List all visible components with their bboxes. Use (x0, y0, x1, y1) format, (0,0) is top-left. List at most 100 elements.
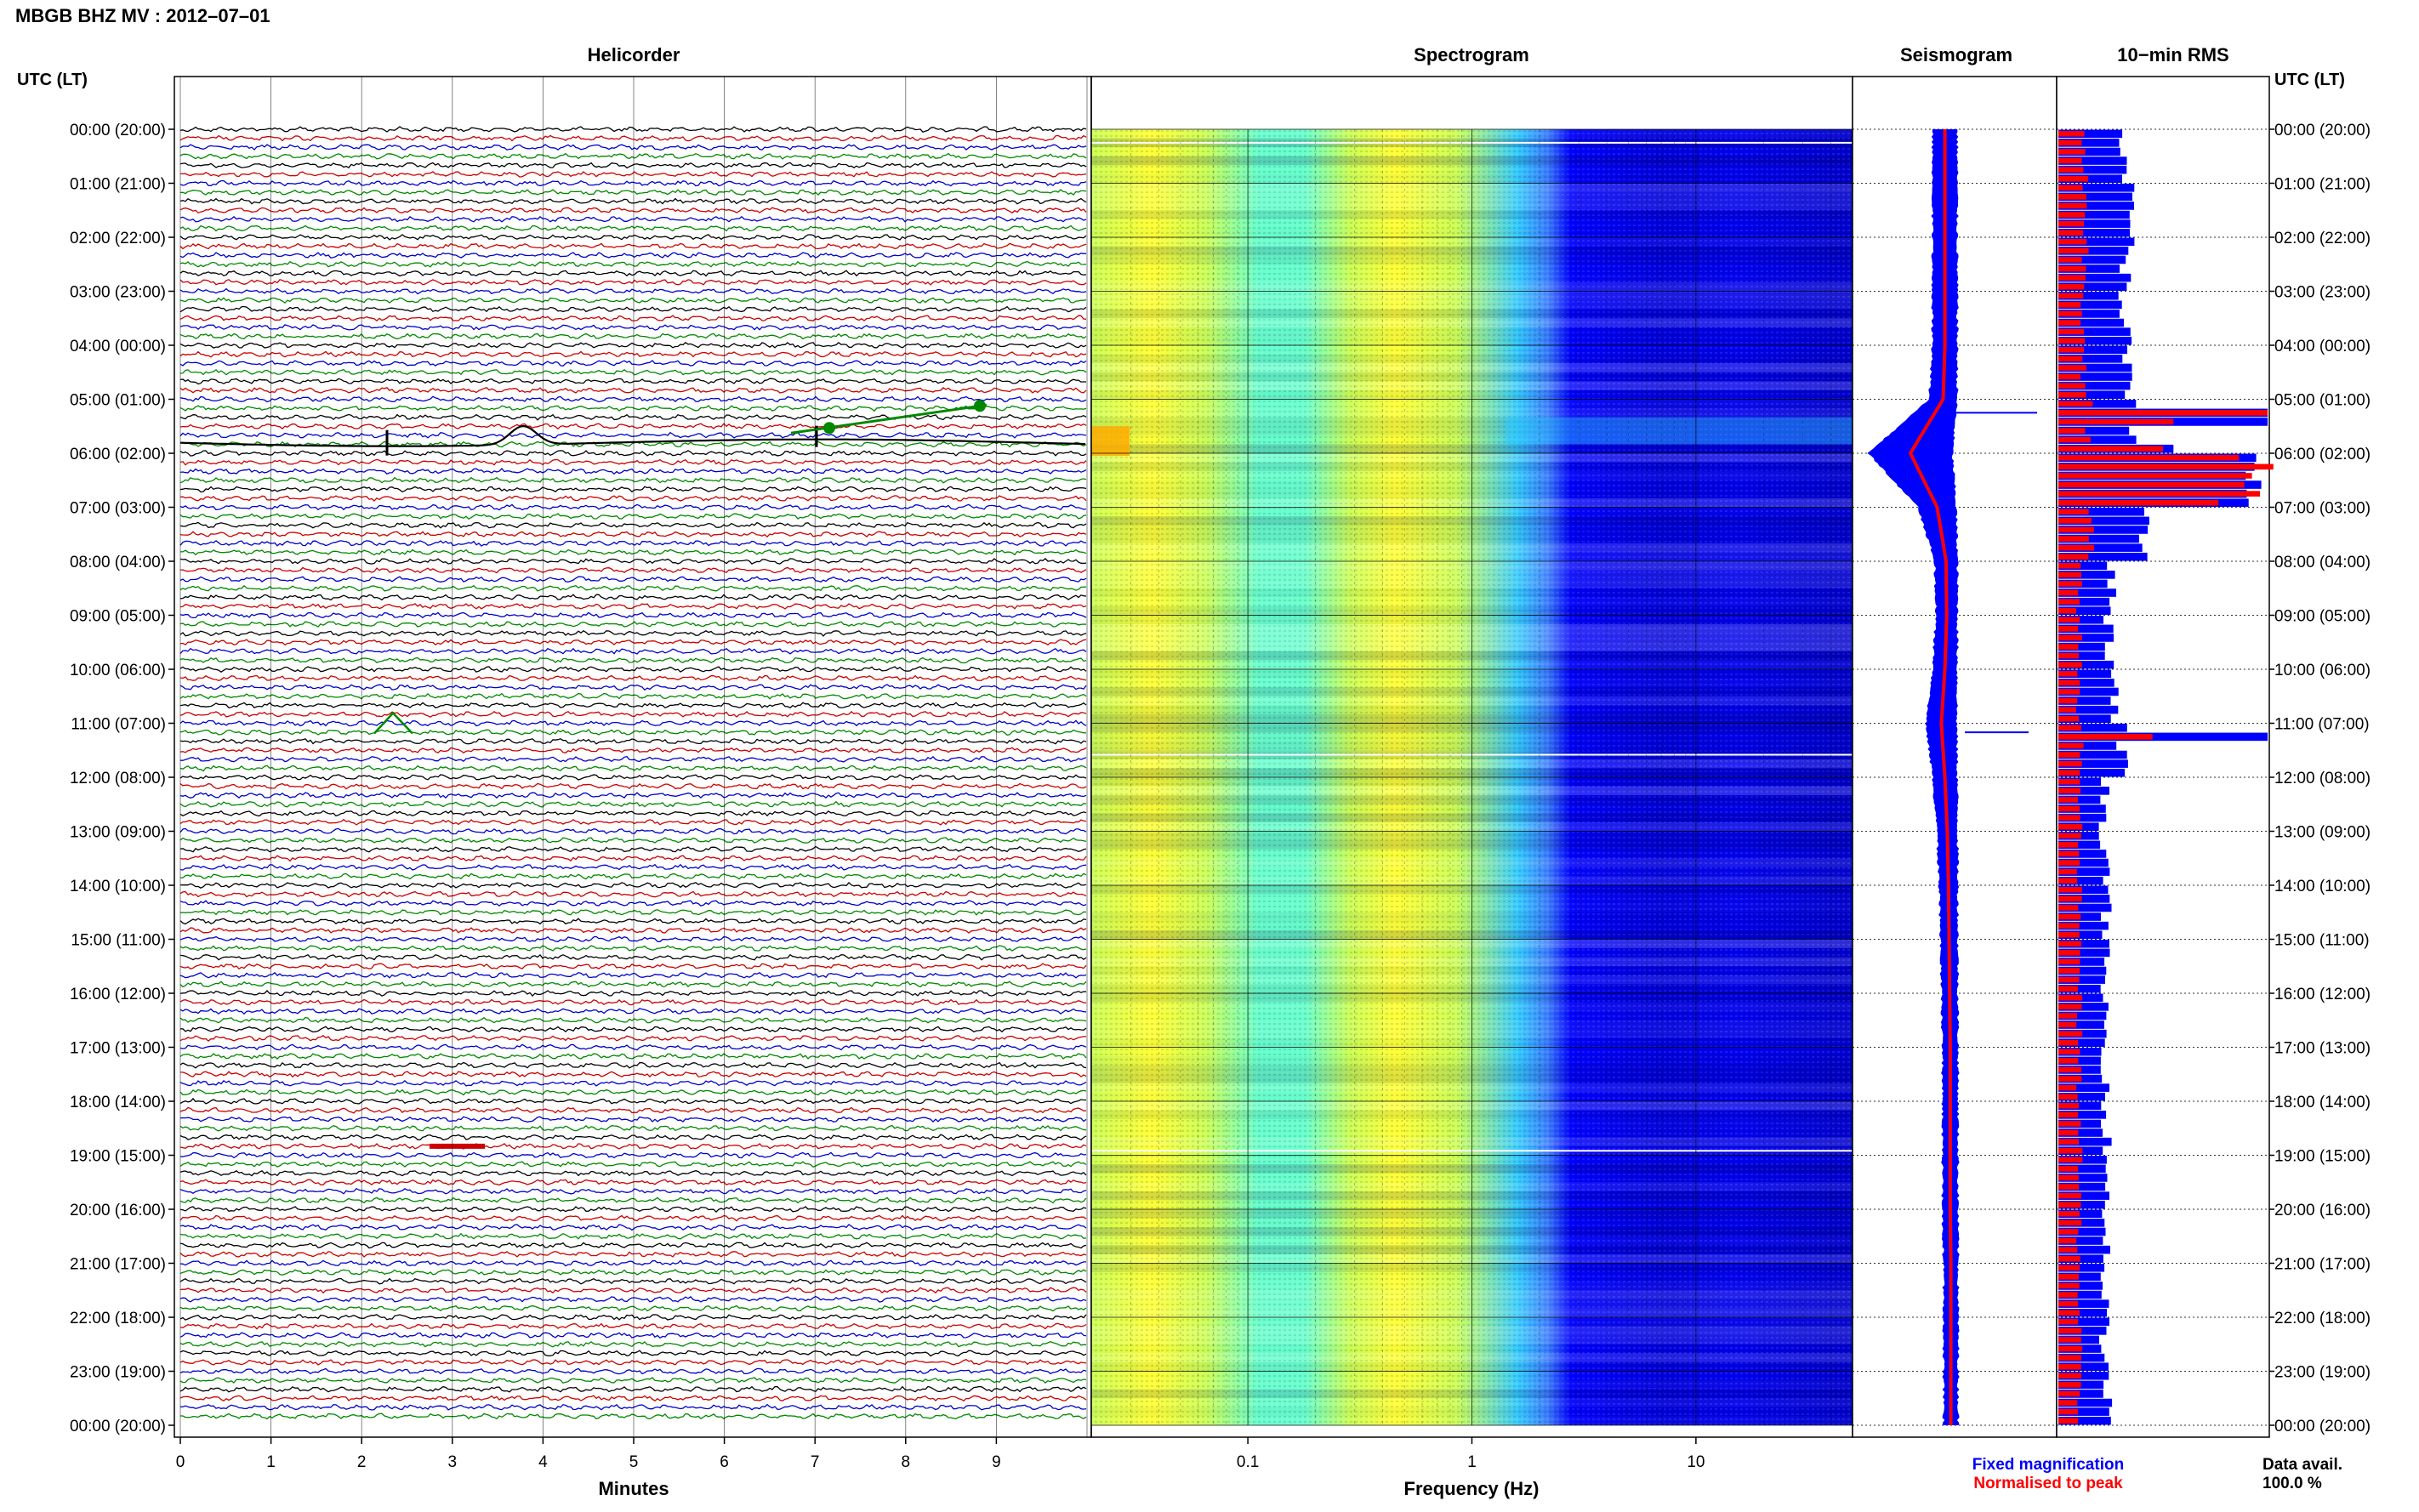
helicorder-x-tick-label: 7 (811, 1453, 820, 1471)
time-tick-label: 09:00 (05:00) (2274, 608, 2371, 626)
rms-bar-fixed (2058, 210, 2130, 219)
rms-bar-peak (2058, 1282, 2080, 1289)
rms-bar-peak (2058, 491, 2261, 497)
helicorder-trace (179, 387, 1087, 394)
rms-bar-fixed (2058, 813, 2107, 822)
time-tick-label: 22:00 (18:00) (2274, 1310, 2371, 1327)
rms-bar-fixed (2058, 336, 2132, 345)
rms-bar-fixed (2058, 940, 2109, 948)
rms-bar-peak (2058, 1300, 2079, 1307)
rms-bar-fixed (2058, 1245, 2110, 1254)
rms-bar-peak (2058, 554, 2089, 560)
helicorder-trace (179, 918, 1087, 925)
rms-bar-peak (2058, 265, 2086, 272)
rms-bar-peak (2058, 139, 2082, 146)
rms-bar-fixed (2058, 552, 2148, 561)
data-avail-value: 100.0 % (2262, 1475, 2322, 1492)
rms-bar-peak (2058, 391, 2086, 398)
rms-bar-fixed (2058, 616, 2103, 624)
helicorder-panel: 0 1 2 3 4 5 6 7 8 9 Minutes (174, 76, 1092, 1499)
rms-bar-fixed (2058, 1029, 2107, 1038)
helicorder-trace (179, 1151, 1087, 1159)
helicorder-trace (179, 350, 1087, 358)
rms-bar-fixed (2058, 975, 2105, 984)
helicorder-trace (179, 800, 1087, 808)
rms-bar-peak (2058, 1147, 2083, 1154)
rms-bar-fixed (2058, 1191, 2109, 1200)
rms-bar-peak (2058, 742, 2084, 749)
rms-bar-fixed (2058, 1317, 2109, 1327)
helicorder-trace (179, 152, 1087, 160)
rms-bar-peak (2058, 1211, 2080, 1217)
helicorder-trace (179, 657, 1087, 664)
seismogram-title: Seismogram (1900, 44, 2012, 65)
time-axis-label-right: UTC (LT) (2274, 71, 2345, 89)
rms-bar-fixed (2058, 1299, 2109, 1308)
time-tick-label: 23:00 (19:00) (2274, 1364, 2371, 1382)
helicorder-x-tick-label: 6 (720, 1453, 729, 1471)
rms-bar-fixed (2058, 958, 2105, 966)
rms-bar-fixed (2058, 903, 2112, 912)
rms-bar-fixed (2058, 426, 2130, 435)
time-tick-label: 16:00 (12:00) (70, 986, 166, 1003)
rms-bar-fixed (2058, 381, 2131, 390)
rms-bar-peak (2058, 689, 2080, 695)
helicorder-trace (179, 990, 1087, 998)
rms-bar-fixed (2058, 714, 2111, 723)
rms-bar-fixed (2058, 129, 2123, 139)
helicorder-trace (179, 1134, 1087, 1141)
helicorder-trace (179, 603, 1087, 610)
rms-bar-fixed (2058, 1390, 2103, 1398)
rms-bar-peak (2058, 905, 2079, 911)
helicorder-trace (179, 315, 1087, 321)
rms-bar-fixed (2058, 1416, 2111, 1425)
rms-bar-fixed (2058, 1308, 2108, 1317)
helicorder-trace (179, 333, 1087, 340)
rms-bar-peak (2058, 220, 2084, 227)
rms-bar-fixed (2058, 1353, 2105, 1362)
helicorder-trace (179, 341, 1087, 349)
helicorder-events (179, 400, 1086, 1149)
time-tick-label: 04:00 (00:00) (2274, 338, 2371, 355)
rms-bar-peak (2058, 481, 2245, 488)
rms-bar-fixed (2058, 1092, 2105, 1101)
helicorder-trace (179, 1206, 1087, 1214)
spectrogram-event (1091, 426, 1130, 457)
time-tick-label: 06:00 (02:00) (70, 446, 166, 463)
helicorder-trace (179, 557, 1087, 565)
spectrogram-x-tick-label: 1 (1467, 1453, 1477, 1471)
helicorder-event-trace (373, 711, 413, 735)
helicorder-trace (179, 782, 1087, 790)
rms-bar-fixed (2058, 300, 2122, 310)
seismogram-fixed-trace (1867, 129, 1960, 1425)
time-tick-label: 01:00 (21:00) (2274, 176, 2371, 194)
helicorder-trace (179, 225, 1087, 232)
rms-bars (2058, 129, 2274, 1425)
helicorder-trace (179, 1053, 1087, 1060)
time-tick-label: 08:00 (04:00) (70, 554, 166, 571)
helicorder-trace (179, 1395, 1087, 1402)
rms-title: 10−min RMS (2117, 44, 2228, 65)
rms-bar-peak (2058, 230, 2084, 236)
rms-bar-peak (2058, 149, 2086, 155)
rms-bar-fixed (2058, 508, 2144, 516)
time-tick-label: 10:00 (06:00) (70, 662, 166, 679)
rms-bar-fixed (2058, 759, 2128, 768)
time-tick-label: 11:00 (07:00) (71, 716, 166, 734)
helicorder-trace (179, 305, 1087, 313)
time-tick-label: 13:00 (09:00) (70, 824, 166, 842)
rms-bar-fixed (2058, 1254, 2103, 1263)
rms-bar-fixed (2058, 687, 2119, 696)
rms-bar-peak (2058, 131, 2085, 137)
helicorder-trace (179, 1169, 1087, 1177)
rms-bar-fixed (2058, 228, 2131, 237)
time-tick-label: 05:00 (01:00) (70, 392, 166, 410)
helicorder-trace (179, 521, 1087, 529)
rms-bar-fixed (2058, 984, 2101, 993)
rms-bar-peak (2058, 986, 2078, 992)
time-tick-label: 19:00 (15:00) (70, 1148, 166, 1166)
helicorder-trace (179, 818, 1087, 826)
time-tick-label: 00:00 (20:00) (70, 1418, 166, 1435)
rms-bar-fixed (2058, 885, 2109, 895)
rms-bar-fixed (2058, 1398, 2113, 1407)
